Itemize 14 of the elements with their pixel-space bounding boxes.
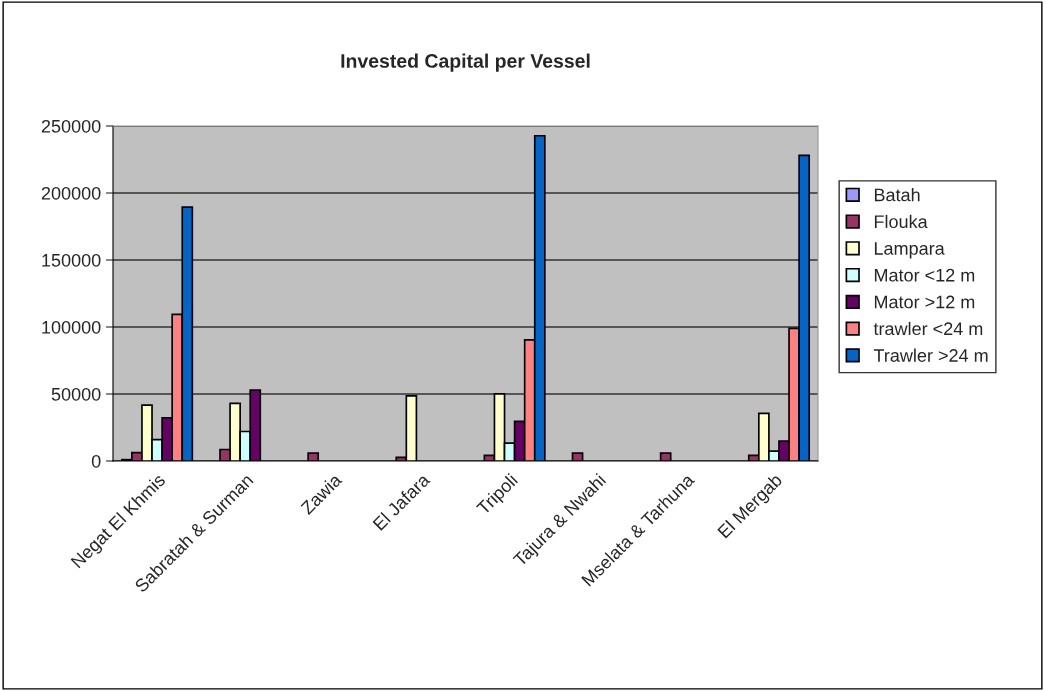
y-tick-label: 250000 <box>41 119 101 133</box>
chart-title: Invested Capital per Vessel <box>341 53 590 72</box>
legend-label: trawler <24 m <box>873 321 983 336</box>
y-tick-label: 0 <box>91 454 101 468</box>
legend-label: Mator >12 m <box>874 295 975 309</box>
y-tick-label: 100000 <box>42 320 101 334</box>
legend-label: Lampara <box>874 242 945 259</box>
legend-label: Flouka <box>874 214 928 229</box>
legend-label: Batah <box>874 188 920 202</box>
y-tick-label: 50000 <box>51 387 101 401</box>
legend-label: Mator <12 m <box>874 268 975 282</box>
y-tick-label: 150000 <box>42 253 101 267</box>
y-tick-label: 200000 <box>41 186 101 200</box>
legend-label: Trawler >24 m <box>873 348 988 362</box>
